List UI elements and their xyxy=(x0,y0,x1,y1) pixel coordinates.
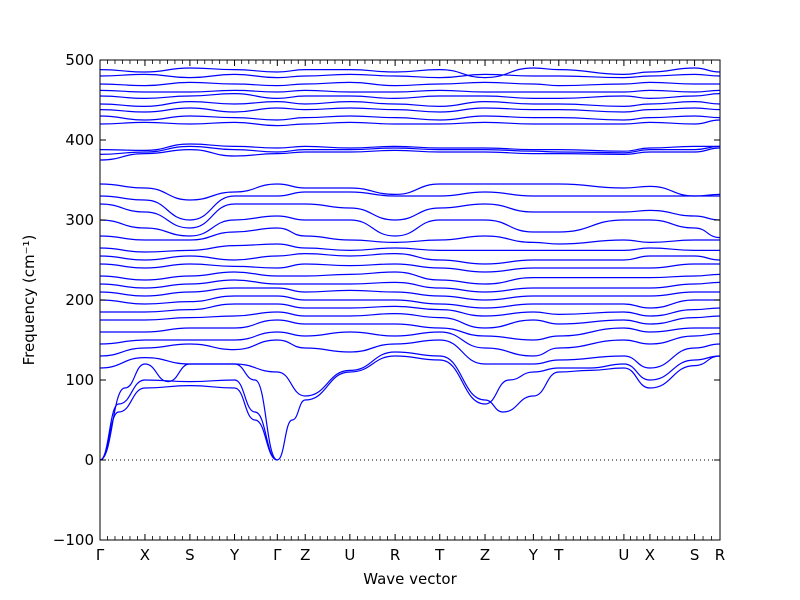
band-line-20 xyxy=(99,191,720,221)
band-line-33 xyxy=(99,67,721,79)
x-axis-label: Wave vector xyxy=(363,570,457,588)
band-line-19 xyxy=(99,203,721,229)
x-tick-label: U xyxy=(618,546,629,564)
band-line-3 xyxy=(99,355,721,461)
band-line-27 xyxy=(99,107,721,113)
band-line-8 xyxy=(99,311,721,329)
x-tick-label: S xyxy=(185,546,195,564)
x-tick-label: Y xyxy=(528,546,539,564)
x-tick-label: R xyxy=(390,546,400,564)
band-line-1 xyxy=(99,384,278,461)
band-line-15 xyxy=(99,252,721,265)
x-tick-label: Y xyxy=(229,546,240,564)
x-tick-label: Γ xyxy=(96,546,105,564)
band-line-23 xyxy=(99,145,721,155)
band-line-10 xyxy=(99,295,720,309)
bands-layer xyxy=(99,67,721,461)
y-tick-label: 500 xyxy=(65,51,94,69)
x-tick-label: T xyxy=(434,546,445,564)
band-line-32 xyxy=(99,73,721,79)
x-tick-label: X xyxy=(140,546,150,564)
y-tick-label: 400 xyxy=(65,131,94,149)
band-line-6 xyxy=(99,331,721,357)
band-line-4 xyxy=(99,351,721,413)
x-tick-label: Γ xyxy=(273,546,282,564)
x-tick-label: U xyxy=(344,546,355,564)
band-line-9 xyxy=(99,303,721,317)
band-line-26 xyxy=(99,115,721,121)
y-axis-label: Frequency (cm⁻¹) xyxy=(20,235,38,366)
band-line-24 xyxy=(99,143,720,152)
band-line-30 xyxy=(99,89,721,93)
band-line-29 xyxy=(99,92,721,100)
y-tick-label: −100 xyxy=(53,531,94,549)
x-tick-label: X xyxy=(645,546,655,564)
x-tick-label: Z xyxy=(300,546,310,564)
band-line-31 xyxy=(99,81,720,87)
x-tick-label: R xyxy=(715,546,725,564)
band-line-13 xyxy=(99,271,721,285)
band-line-28 xyxy=(99,100,721,108)
band-line-12 xyxy=(99,279,721,293)
band-line-11 xyxy=(99,287,720,301)
plot-frame xyxy=(99,59,721,541)
band-line-21 xyxy=(99,183,721,201)
x-tick-label: Z xyxy=(480,546,490,564)
y-tick-label: 0 xyxy=(84,451,94,469)
band-line-7 xyxy=(100,319,720,341)
band-line-16 xyxy=(99,243,720,253)
band-line-2 xyxy=(99,379,278,461)
x-tick-label: T xyxy=(553,546,564,564)
y-tick-label: 200 xyxy=(65,291,94,309)
band-line-22 xyxy=(99,147,721,161)
y-tick-label: 100 xyxy=(65,371,94,389)
band-line-25 xyxy=(99,119,721,127)
band-line-17 xyxy=(99,227,720,245)
band-line-5 xyxy=(99,339,721,369)
band-line-14 xyxy=(99,263,720,273)
band-line-18 xyxy=(99,215,721,239)
y-tick-label: 300 xyxy=(65,211,94,229)
x-tick-label: S xyxy=(690,546,700,564)
